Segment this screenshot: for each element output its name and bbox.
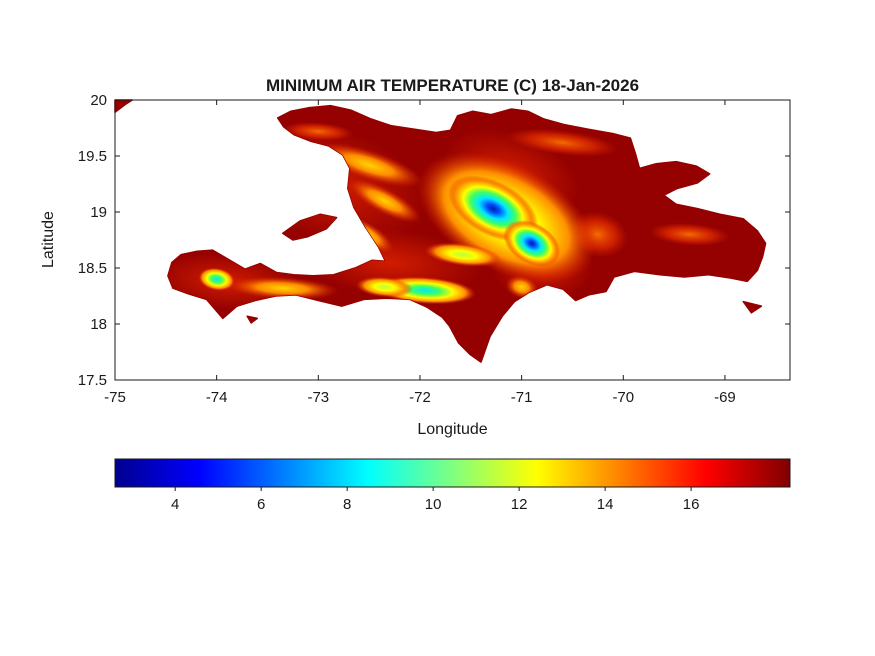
- temp-region-valle-nuevo-zone: [503, 220, 561, 267]
- colorbar-tick-label: 10: [425, 496, 442, 513]
- colorbar-tick-label: 16: [683, 496, 700, 513]
- x-axis-label: Longitude: [417, 421, 488, 438]
- temp-region-nw-peninsula-hills: [282, 122, 354, 141]
- coastline-cuba-east-tip: [114, 99, 134, 114]
- temp-region-cordillera-oriental: [648, 222, 731, 246]
- y-tick-label: 17.5: [78, 372, 107, 389]
- y-tick-label: 19.5: [78, 148, 107, 165]
- y-tick-label: 19: [90, 204, 107, 221]
- temp-region-sierra-de-neiba: [424, 242, 502, 267]
- y-tick-label: 18: [90, 316, 107, 333]
- coastline-ile-a-vache: [246, 315, 259, 324]
- temperature-heatmap: [114, 99, 767, 363]
- temp-region-pic-macaya: [198, 267, 235, 291]
- colorbar: 4 6 8 10 12 14 16: [114, 458, 791, 513]
- x-tick-label: -71: [511, 389, 533, 406]
- coastline-isla-saona: [742, 300, 763, 314]
- temp-region-cordillera-septentrional: [506, 128, 618, 157]
- colorbar-tick-label: 4: [171, 496, 179, 513]
- x-tick-label: -73: [307, 389, 329, 406]
- temp-region-montagnes-noires: [348, 178, 421, 223]
- x-tick-label: -74: [206, 389, 228, 406]
- x-tick-label: -72: [409, 389, 431, 406]
- x-tick-label: -70: [612, 389, 634, 406]
- x-tick-label: -75: [104, 389, 126, 406]
- y-tick-label: 20: [90, 92, 107, 109]
- y-tick-label: 18.5: [78, 260, 107, 277]
- colorbar-tick-label: 14: [597, 496, 614, 513]
- temp-region-massif-du-nord: [315, 142, 423, 188]
- axes-box: [114, 99, 791, 381]
- x-tick-label: -69: [714, 389, 736, 406]
- chart-title: MINIMUM AIR TEMPERATURE (C) 18-Jan-2026: [265, 76, 640, 95]
- temp-region-selle-west: [355, 276, 413, 298]
- colorbar-tick-label: 6: [257, 496, 265, 513]
- colorbar-gradient: [114, 458, 791, 488]
- axes: -75 -74 -73 -72 -71 -70 -69 17.5 18 18.5 19 19.5 20: [78, 92, 791, 406]
- colorbar-tick-label: 8: [343, 496, 351, 513]
- temp-region-hotte-spine: [226, 276, 339, 300]
- y-axis-label: Latitude: [40, 211, 57, 269]
- colorbar-tick-label: 12: [511, 496, 528, 513]
